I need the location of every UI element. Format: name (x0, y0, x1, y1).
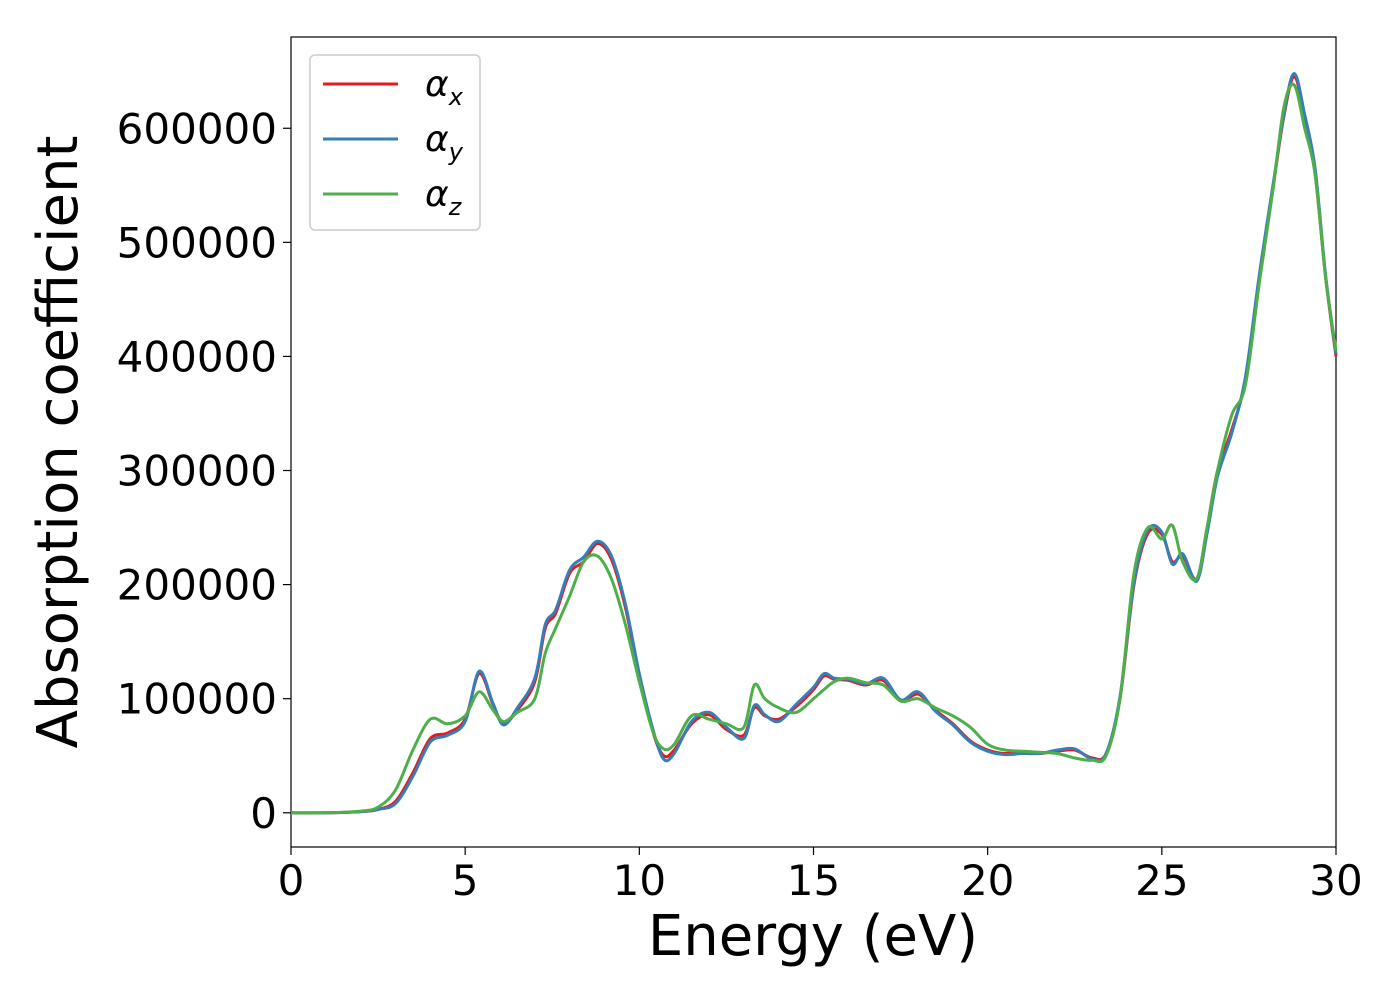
x-tick-label: 20 (961, 856, 1014, 905)
y-tick-label: 400000 (117, 332, 277, 381)
x-axis-ticks: 0 5 10 15 20 25 30 (278, 847, 1363, 905)
series-layer (290, 72, 1338, 815)
x-tick-label: 25 (1135, 856, 1188, 905)
y-tick-label: 300000 (117, 447, 277, 496)
x-tick-label: 15 (787, 856, 840, 905)
legend-box (309, 54, 481, 231)
y-axis-ticks: 0 100000 200000 300000 400000 500000 600000 (117, 104, 291, 838)
x-tick-label: 30 (1309, 856, 1362, 905)
series-line-alpha-z (290, 82, 1338, 815)
y-tick-label: 600000 (117, 104, 277, 153)
x-tick-label: 0 (278, 856, 305, 905)
y-tick-label: 0 (250, 789, 277, 838)
y-tick-label: 500000 (117, 218, 277, 267)
x-axis-label: Energy (eV) (648, 904, 978, 969)
y-tick-label: 200000 (117, 561, 277, 610)
x-tick-label: 5 (452, 856, 479, 905)
y-axis-label: Absorption coefficient (26, 136, 91, 749)
x-tick-label: 10 (613, 856, 666, 905)
y-tick-label: 100000 (117, 675, 277, 724)
